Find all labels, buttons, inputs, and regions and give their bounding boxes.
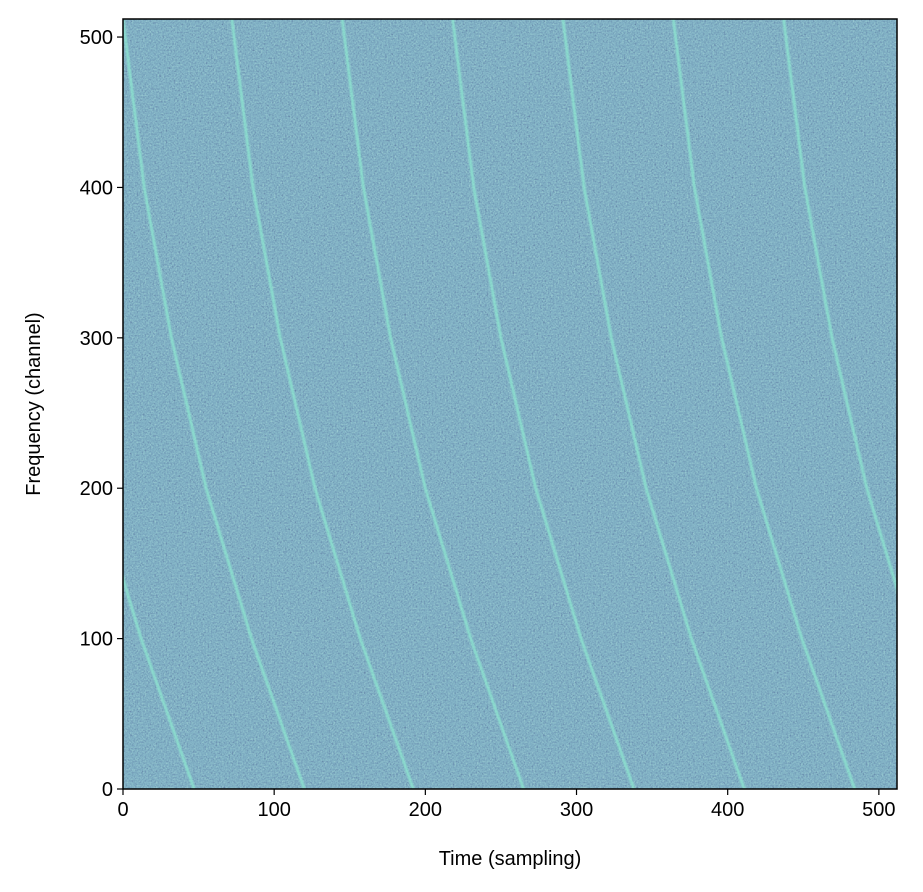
x-tick-label: 300 [560, 799, 593, 821]
pulse-track [671, 19, 857, 789]
y-tick-label: 500 [80, 27, 113, 49]
x-axis-label: Time (sampling) [439, 848, 582, 870]
x-tick-label: 400 [711, 799, 744, 821]
y-tick-label: 400 [80, 177, 113, 199]
spectrum-background [123, 19, 897, 789]
pulse-layer [123, 19, 897, 789]
y-tick-label: 300 [80, 328, 113, 350]
x-tick-label: 200 [409, 799, 442, 821]
pulse-track [123, 573, 196, 789]
x-tick-label: 100 [257, 799, 290, 821]
y-tick-label: 200 [80, 478, 113, 500]
pulse-track [561, 19, 746, 789]
pulse-track [123, 19, 306, 789]
pulse-track [451, 19, 636, 789]
y-axis-label: Frequency (channel) [23, 312, 45, 495]
x-tick-label: 0 [117, 799, 128, 821]
y-tick-label: 100 [80, 629, 113, 651]
y-tick-label: 0 [102, 779, 113, 801]
pulse-track [340, 19, 526, 789]
pulse-track [782, 19, 897, 594]
x-tick-label: 500 [862, 799, 895, 821]
pulse-track [230, 19, 415, 789]
plot-frame [122, 18, 898, 790]
